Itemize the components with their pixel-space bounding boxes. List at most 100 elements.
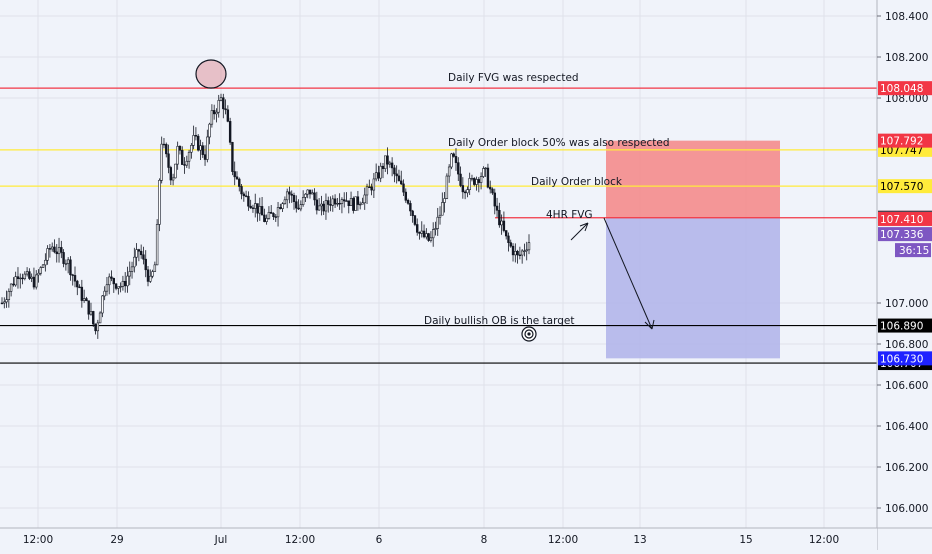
candles (0, 93, 531, 339)
candle-body (73, 275, 77, 282)
candle (502, 211, 506, 233)
candle-body (96, 322, 100, 332)
candle (336, 197, 339, 207)
high-marker-circle (195, 59, 227, 89)
candle-body (12, 283, 15, 286)
candle-body (208, 123, 211, 138)
candle (365, 183, 369, 205)
candle-body (267, 211, 271, 219)
candle (160, 136, 163, 184)
candle (450, 152, 453, 170)
candle-body (381, 165, 385, 170)
time-tick-label: 15 (739, 534, 752, 546)
price-tick-label: 106.200 (885, 462, 928, 474)
candle-body (372, 178, 376, 191)
candle-body (322, 203, 325, 212)
candle-body (41, 264, 45, 268)
candle (235, 171, 239, 180)
time-tick-label: 8 (481, 534, 488, 546)
candle (85, 296, 88, 302)
candle (279, 203, 282, 210)
candle-body (244, 195, 248, 197)
candle (258, 197, 261, 221)
candle-body (427, 233, 430, 241)
candle (96, 319, 100, 339)
candle (158, 178, 161, 232)
candle (329, 196, 332, 212)
candle-body (461, 185, 465, 193)
candle-body (117, 286, 120, 289)
candle-body (409, 203, 412, 212)
candle (374, 163, 378, 182)
candle-body (144, 258, 147, 271)
candle (438, 206, 442, 225)
candle (270, 205, 273, 214)
candle-body (384, 155, 387, 170)
candle (466, 186, 469, 198)
candle-body (295, 201, 298, 209)
candle-body (429, 237, 433, 241)
candle (226, 105, 230, 123)
candle-body (468, 178, 471, 190)
candle-body (477, 179, 481, 183)
daily-order-block-line-tag-bg (878, 179, 932, 194)
candle-body (475, 179, 478, 185)
candle-body (290, 193, 293, 196)
price-axis[interactable]: 108.400 108.200 108.000 107.000 106.800 106.6… (876, 0, 932, 550)
candle (322, 200, 325, 215)
candle-body (288, 191, 291, 195)
candle-body (55, 251, 58, 255)
candle (249, 199, 252, 209)
candle-body (37, 272, 40, 276)
candle-body (212, 110, 216, 115)
candle-body (418, 232, 421, 234)
daily-bullish-ob-line-tag-bg (878, 318, 932, 333)
candle (110, 270, 113, 282)
candle (352, 196, 355, 214)
candle-body (240, 186, 243, 195)
candle-body (30, 276, 33, 279)
price-tag-0-bg (878, 133, 932, 148)
candle-body (365, 186, 369, 196)
candle (349, 191, 353, 206)
candle-body (194, 135, 198, 137)
candle (445, 173, 449, 200)
candle (276, 202, 280, 227)
candle (320, 195, 323, 216)
candle (386, 147, 389, 175)
candle (142, 246, 145, 265)
candle (69, 256, 72, 281)
candle-body (450, 153, 453, 168)
candle (479, 172, 483, 190)
candle-body (176, 145, 179, 165)
candle-body (32, 276, 36, 288)
price-tick-label: 108.200 (885, 52, 928, 64)
candle-body (105, 284, 109, 292)
candle-body (313, 192, 316, 201)
candle-body (149, 275, 152, 282)
candle-body (137, 249, 141, 252)
price-tag-2: 107.410 (880, 214, 923, 226)
candle-body (502, 220, 506, 231)
daily-order-block-line-tag: 107.570 (880, 181, 923, 193)
candle (192, 125, 195, 150)
candle (244, 190, 248, 198)
candle (388, 160, 392, 168)
price-tick-label: 107.000 (885, 298, 928, 310)
candle-body (44, 259, 47, 266)
candle (372, 172, 376, 198)
time-axis[interactable]: 12:00 29 Jul 12:00 6 8 12:00 13 15 12:00 (0, 527, 932, 550)
candle (105, 277, 109, 296)
candle (429, 231, 433, 243)
candle-body (306, 189, 309, 195)
candle-body (254, 203, 257, 209)
candle (151, 269, 154, 279)
annotation-order-block-50: Daily Order block 50% was also respected (448, 137, 670, 149)
candle-body (299, 204, 303, 210)
candle-body (507, 235, 510, 243)
candle (60, 240, 63, 259)
candle (231, 141, 234, 176)
candle-body (443, 198, 446, 203)
candle (53, 239, 56, 254)
